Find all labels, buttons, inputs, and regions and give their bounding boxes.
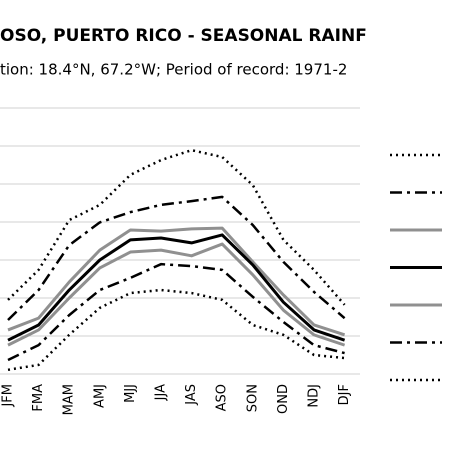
x-tick-label: DJF <box>337 384 352 405</box>
series-line <box>7 242 346 347</box>
x-tick-label: ASO <box>215 384 230 411</box>
series-line <box>7 148 346 306</box>
x-tick-label: JAS <box>184 384 199 406</box>
series-line <box>7 288 345 372</box>
series-line <box>7 226 346 337</box>
chart-title: OSO, PUERTO RICO - SEASONAL RAINF <box>0 26 367 46</box>
series-line <box>7 262 345 362</box>
x-tick-label: SON <box>245 384 260 412</box>
series-line <box>7 195 346 321</box>
series-line <box>7 233 346 342</box>
x-tick-label: AMJ <box>92 384 107 408</box>
x-tick-label: OND <box>276 384 291 414</box>
x-tick-label: MJJ <box>123 384 138 403</box>
x-tick-label: NDJ <box>307 384 322 408</box>
chart-subtitle: tion: 18.4°N, 67.2°W; Period of record: … <box>0 61 347 79</box>
x-tick-label: JJA <box>154 384 169 401</box>
x-tick-label: MAM <box>62 384 77 415</box>
x-tick-label: FMA <box>31 384 46 412</box>
x-tick-label: JFM <box>1 384 16 408</box>
